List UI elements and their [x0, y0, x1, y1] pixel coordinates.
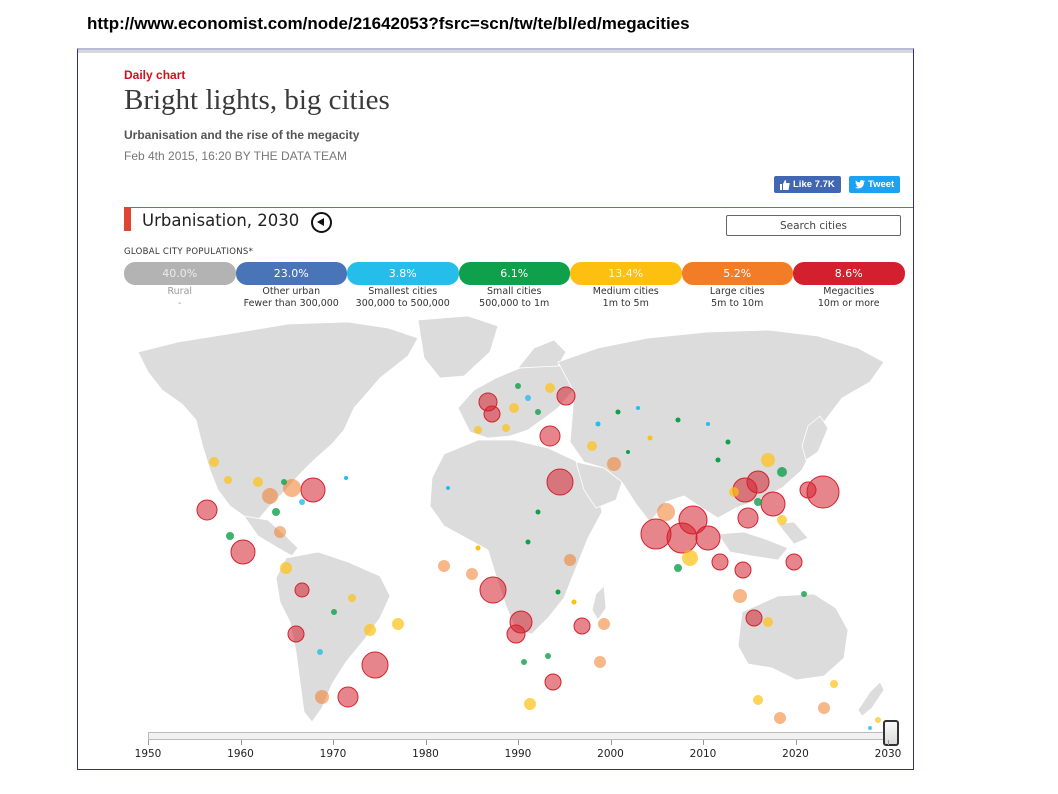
legend-name: Large cities — [709, 286, 765, 297]
tick-label-1970[interactable]: 1970 — [319, 748, 347, 760]
population-legend: 40.0% Rural - 23.0% Other urban Fewer th… — [124, 262, 905, 309]
facebook-like-button[interactable]: Like 7.7K — [774, 176, 841, 193]
year-ticks: 1950 1960 1970 1980 1990 2000 2010 2020 … — [135, 740, 901, 770]
legend-name: Rural — [167, 286, 193, 297]
frame-top-bar — [78, 50, 913, 53]
tick — [333, 740, 334, 745]
legend-item-other-urban[interactable]: 23.0% Other urban Fewer than 300,000 — [235, 262, 347, 309]
legend-name: Small cities — [487, 286, 542, 297]
legend-pill: 13.4% — [570, 262, 682, 285]
dateline: Feb 4th 2015, 16:20 BY THE DATA TEAM — [124, 149, 348, 163]
legend-pill: 5.2% — [681, 262, 793, 285]
tick — [888, 740, 889, 745]
section-marker — [124, 207, 131, 231]
tick-label-1980[interactable]: 1980 — [412, 748, 439, 760]
tick-label-1950[interactable]: 1950 — [134, 748, 162, 760]
legend-range: - — [178, 298, 182, 309]
tick — [425, 740, 427, 745]
tick-label-1960[interactable]: 1960 — [227, 748, 254, 760]
legend-name: Smallest cities — [368, 286, 438, 297]
search-cities-input[interactable] — [726, 215, 901, 236]
kicker[interactable]: Daily chart — [124, 68, 186, 82]
standfirst: Urbanisation and the rise of the megacit… — [124, 128, 360, 142]
tick — [148, 740, 149, 745]
tick — [703, 740, 704, 745]
legend-pill: 3.8% — [347, 262, 459, 285]
legend-range: 500,000 to 1m — [479, 298, 550, 309]
like-label: Like 7.7K — [793, 179, 835, 190]
tick-label-2020[interactable]: 2020 — [782, 748, 809, 760]
legend-name: Medium cities — [592, 286, 659, 297]
tick-label-2010[interactable]: 2010 — [689, 748, 717, 760]
legend-item-small-cities[interactable]: 6.1% Small cities 500,000 to 1m — [458, 262, 570, 309]
world-bubble-map[interactable] — [118, 312, 908, 732]
tick — [518, 740, 519, 745]
tick — [610, 740, 612, 745]
legend-pill: 8.6% — [793, 262, 905, 285]
article-frame: Daily chart Bright lights, big cities Ur… — [77, 48, 914, 770]
year-slider-thumb[interactable] — [883, 720, 899, 746]
tick-label-1990[interactable]: 1990 — [504, 748, 532, 760]
tick — [240, 740, 242, 745]
thumbs-up-icon — [780, 179, 790, 190]
section-rule — [124, 207, 913, 208]
legend-pill: 6.1% — [458, 262, 570, 285]
city-bubbles[interactable] — [196, 383, 881, 730]
legend-range: 10m or more — [817, 298, 880, 309]
source-url: http://www.economist.com/node/21642053?f… — [87, 14, 690, 33]
tick — [795, 740, 797, 745]
tick-label-2030[interactable]: 2030 — [874, 748, 902, 760]
landmass — [137, 315, 885, 723]
interactive-title: Urbanisation, 2030 — [142, 211, 300, 230]
legend-range: 1m to 5m — [602, 298, 649, 309]
legend-pill: 23.0% — [235, 262, 347, 285]
legend-pill: 40.0% — [124, 262, 236, 285]
tweet-button[interactable]: Tweet — [849, 176, 901, 193]
headline: Bright lights, big cities — [124, 84, 390, 116]
legend-item-rural[interactable]: 40.0% Rural - — [124, 262, 236, 309]
legend-item-large-cities[interactable]: 5.2% Large cities 5m to 10m — [681, 262, 793, 309]
legend-name: Megacities — [823, 286, 875, 297]
legend-item-medium-cities[interactable]: 13.4% Medium cities 1m to 5m — [570, 262, 682, 309]
legend-range: Fewer than 300,000 — [243, 298, 339, 309]
legend-heading: GLOBAL CITY POPULATIONS* — [124, 247, 254, 257]
tick-label-2000[interactable]: 2000 — [597, 748, 624, 760]
legend-range: 5m to 10m — [711, 298, 764, 309]
legend-item-megacities[interactable]: 8.6% Megacities 10m or more — [793, 262, 905, 309]
legend-range: 300,000 to 500,000 — [355, 298, 450, 309]
legend-name: Other urban — [262, 286, 321, 297]
twitter-bird-icon — [855, 180, 865, 189]
year-slider-track[interactable] — [148, 732, 888, 740]
tweet-label: Tweet — [868, 179, 895, 190]
play-back-icon[interactable] — [311, 212, 332, 233]
legend-item-smallest-cities[interactable]: 3.8% Smallest cities 300,000 to 500,000 — [347, 262, 459, 309]
